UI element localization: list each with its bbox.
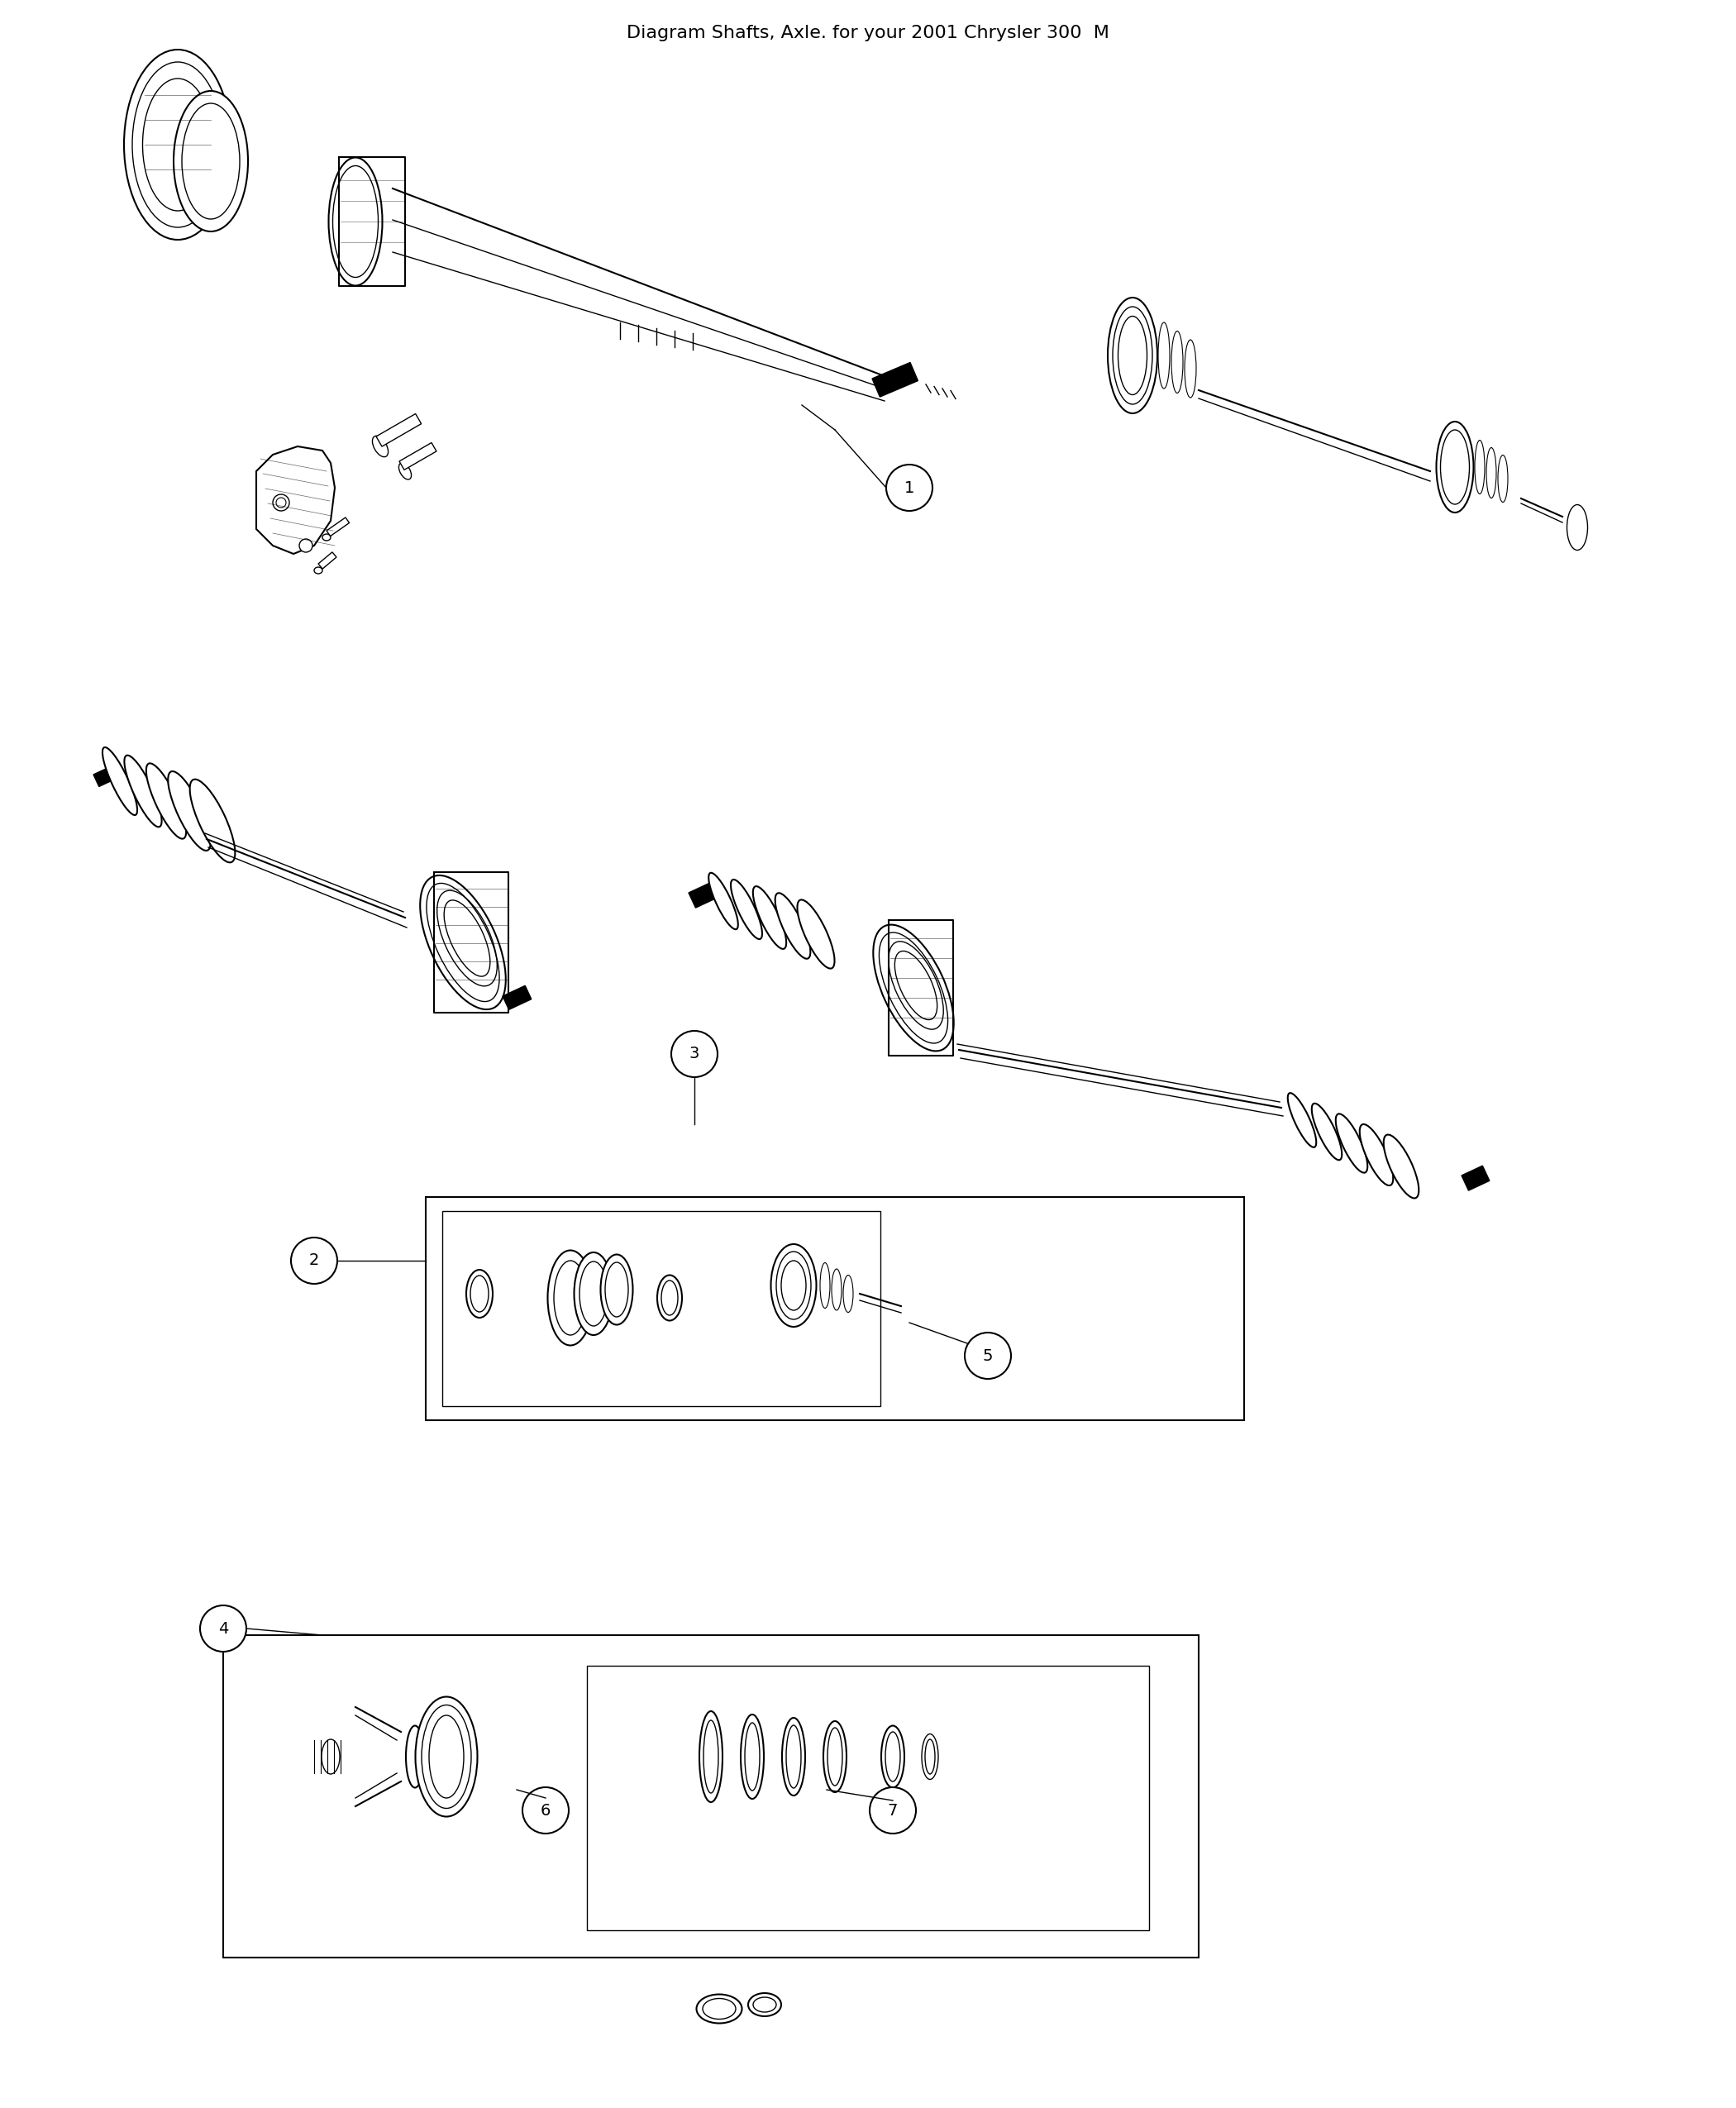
Text: Diagram Shafts, Axle. for your 2001 Chrysler 300  M: Diagram Shafts, Axle. for your 2001 Chry… [627,25,1109,42]
Ellipse shape [1288,1092,1316,1147]
Ellipse shape [181,129,200,177]
Bar [377,413,422,447]
Ellipse shape [373,436,389,457]
Ellipse shape [467,1269,493,1318]
Ellipse shape [406,1726,424,1788]
Ellipse shape [873,925,953,1052]
Ellipse shape [420,875,505,1010]
Circle shape [965,1332,1010,1379]
Circle shape [200,1606,247,1653]
Ellipse shape [1158,323,1170,388]
Ellipse shape [189,780,234,862]
Circle shape [292,1237,337,1284]
Ellipse shape [696,1994,741,2024]
Bar [326,516,349,535]
Ellipse shape [1184,339,1196,398]
Ellipse shape [922,1735,937,1779]
Bar [1462,1166,1489,1191]
Ellipse shape [774,894,811,959]
Ellipse shape [1335,1113,1368,1172]
Bar [399,443,436,470]
Circle shape [523,1788,569,1834]
Ellipse shape [547,1250,594,1345]
Ellipse shape [1108,297,1158,413]
Ellipse shape [781,1718,806,1796]
Ellipse shape [575,1252,613,1334]
Text: 6: 6 [540,1802,550,1819]
Text: 5: 5 [983,1347,993,1364]
Ellipse shape [748,1992,781,2015]
Ellipse shape [1359,1124,1394,1185]
Text: 3: 3 [689,1046,700,1062]
Text: 7: 7 [887,1802,898,1819]
Ellipse shape [1476,441,1484,493]
Bar [503,987,531,1010]
Circle shape [672,1031,717,1077]
Circle shape [299,540,312,552]
Ellipse shape [1498,455,1509,502]
Bar [587,1665,1149,1931]
Ellipse shape [819,1263,830,1309]
Ellipse shape [1568,504,1588,550]
Ellipse shape [753,885,786,949]
Circle shape [885,464,932,510]
Ellipse shape [1312,1102,1342,1159]
Bar [94,765,118,786]
Ellipse shape [1436,422,1474,512]
Ellipse shape [771,1244,816,1326]
Ellipse shape [1384,1134,1418,1197]
Circle shape [273,495,290,510]
Ellipse shape [146,763,186,839]
Bar [425,1197,1245,1421]
Ellipse shape [708,873,738,930]
Text: 2: 2 [309,1252,319,1269]
Ellipse shape [741,1714,764,1798]
Ellipse shape [731,879,762,940]
Ellipse shape [700,1712,722,1802]
Ellipse shape [658,1275,682,1320]
Text: 1: 1 [904,481,915,495]
Polygon shape [257,447,335,554]
Ellipse shape [328,158,382,285]
Ellipse shape [125,755,161,826]
Ellipse shape [321,1739,340,1775]
Ellipse shape [102,748,137,816]
Ellipse shape [601,1254,634,1324]
Text: 4: 4 [219,1621,229,1636]
Ellipse shape [832,1269,842,1311]
Ellipse shape [882,1726,904,1788]
Bar [871,363,918,396]
Ellipse shape [797,900,835,968]
Ellipse shape [174,91,248,232]
Ellipse shape [323,533,330,540]
Ellipse shape [415,1697,477,1817]
Bar [689,883,717,909]
Ellipse shape [168,772,210,852]
Bar [224,1636,1198,1958]
Ellipse shape [123,51,231,240]
Ellipse shape [823,1720,847,1792]
Ellipse shape [314,567,323,573]
Circle shape [870,1788,917,1834]
Ellipse shape [1172,331,1182,392]
Bar [443,1212,880,1406]
Ellipse shape [844,1275,852,1313]
Bar [318,552,337,569]
Ellipse shape [1486,447,1496,497]
Ellipse shape [399,464,411,479]
